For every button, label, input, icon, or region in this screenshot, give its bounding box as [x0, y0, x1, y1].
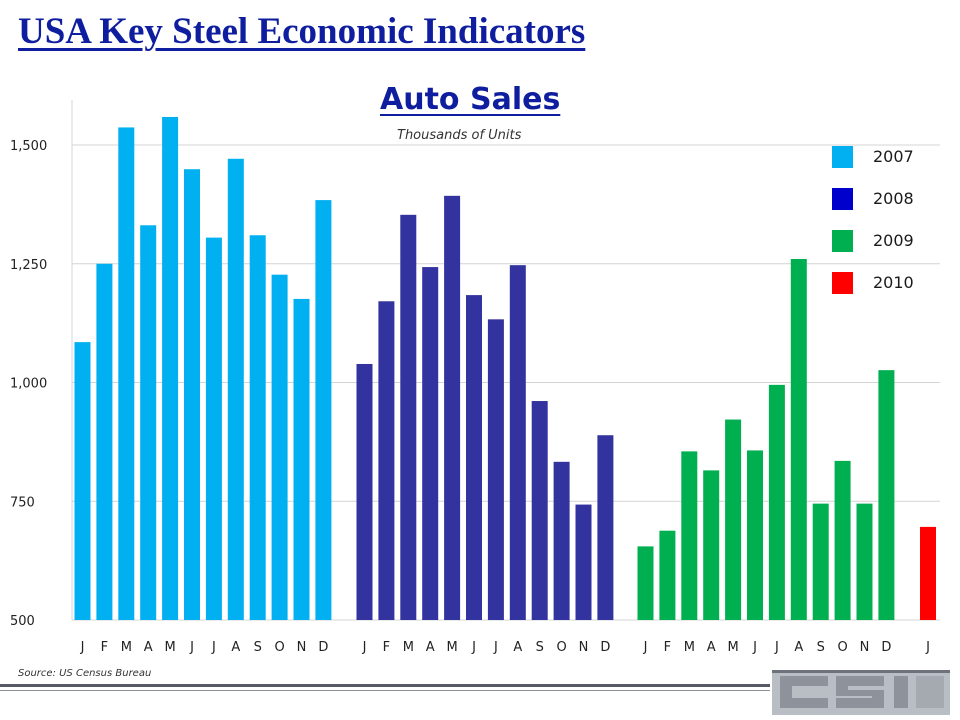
- bar-2008-4: [422, 267, 439, 620]
- bar-2007-10: [271, 274, 288, 620]
- footer-rule: [0, 684, 770, 687]
- x-tick-label: A: [231, 640, 240, 655]
- x-tick-label: J: [211, 640, 216, 655]
- x-tick-label: M: [403, 640, 414, 655]
- x-tick-label: O: [556, 640, 566, 655]
- bar-2008-7: [487, 319, 504, 620]
- x-tick-label: M: [446, 640, 457, 655]
- x-tick-label: M: [684, 640, 695, 655]
- legend-swatch-2009: [832, 230, 853, 252]
- x-tick-label: O: [837, 640, 847, 655]
- bar-2009-12: [878, 370, 895, 620]
- bar-2009-10: [834, 460, 851, 620]
- x-tick-label: J: [774, 640, 779, 655]
- x-tick-label: F: [664, 640, 671, 655]
- bar-2009-7: [768, 384, 785, 620]
- bar-2007-9: [249, 235, 266, 620]
- bar-2007-12: [315, 200, 332, 620]
- x-tick-label: J: [80, 640, 85, 655]
- x-tick-label: S: [254, 640, 262, 655]
- bar-2009-4: [703, 470, 720, 620]
- bar-2008-12: [597, 435, 614, 620]
- y-tick-label: 1,000: [10, 377, 47, 392]
- bar-2008-2: [378, 301, 395, 620]
- bar-2007-2: [96, 263, 113, 620]
- bar-2009-6: [747, 450, 763, 620]
- x-tick-label: N: [579, 640, 589, 655]
- x-tick-label: M: [727, 640, 738, 655]
- bar-2007-3: [118, 127, 135, 621]
- x-tick-label: S: [536, 640, 544, 655]
- bar-2009-8: [790, 259, 807, 620]
- x-tick-label: J: [189, 640, 194, 655]
- x-tick-label: M: [121, 640, 132, 655]
- x-tick-label: J: [493, 640, 498, 655]
- x-tick-label: J: [471, 640, 476, 655]
- legend-label-2010: 2010: [873, 273, 914, 292]
- bar-2007-1: [74, 342, 91, 620]
- y-tick-label: 1,250: [10, 258, 47, 273]
- legend-swatch-2007: [832, 146, 853, 168]
- footer-rule-thin: [0, 690, 770, 691]
- bar-2007-7: [205, 237, 222, 620]
- x-tick-label: D: [600, 640, 610, 655]
- x-tick-label: A: [707, 640, 716, 655]
- bar-2008-10: [553, 461, 570, 620]
- x-tick-label: N: [860, 640, 870, 655]
- legend-swatch-2010: [832, 272, 853, 294]
- legend-label-2007: 2007: [873, 147, 914, 166]
- bar-2007-4: [140, 225, 157, 620]
- source-note: Source: US Census Bureau: [18, 668, 152, 679]
- bar-2009-5: [725, 419, 742, 620]
- legend-swatch-2008: [832, 188, 853, 210]
- x-tick-label: J: [925, 640, 930, 655]
- legend-label-2009: 2009: [873, 231, 914, 250]
- bar-2009-2: [659, 530, 676, 620]
- x-tick-label: A: [794, 640, 803, 655]
- legend-label-2008: 2008: [873, 189, 914, 208]
- bar-2008-5: [444, 195, 461, 620]
- x-tick-label: F: [383, 640, 390, 655]
- bar-2008-3: [400, 214, 417, 620]
- x-tick-label: J: [362, 640, 367, 655]
- x-tick-label: A: [426, 640, 435, 655]
- x-tick-label: F: [101, 640, 108, 655]
- y-tick-label: 750: [10, 495, 35, 510]
- bar-2008-9: [531, 401, 548, 620]
- bar-2009-3: [681, 451, 698, 620]
- bar-2007-11: [293, 298, 310, 620]
- page-title: USA Key Steel Economic Indicators: [18, 11, 586, 52]
- x-tick-label: J: [752, 640, 757, 655]
- x-tick-label: O: [274, 640, 284, 655]
- bar-2009-11: [856, 503, 873, 620]
- x-tick-label: D: [881, 640, 891, 655]
- company-logo: [772, 670, 950, 715]
- bar-2009-9: [812, 503, 829, 620]
- x-tick-label: A: [144, 640, 153, 655]
- x-tick-label: M: [164, 640, 175, 655]
- bar-2009-1: [637, 546, 654, 620]
- chart-subtitle: Thousands of Units: [397, 128, 522, 143]
- bar-2010-1: [920, 526, 936, 620]
- x-tick-label: J: [643, 640, 648, 655]
- bar-2007-6: [184, 169, 200, 620]
- y-tick-label: 500: [10, 614, 35, 629]
- bar-2008-11: [575, 504, 592, 620]
- x-tick-label: A: [513, 640, 522, 655]
- y-tick-label: 1,500: [10, 139, 47, 154]
- bar-2007-5: [162, 116, 179, 620]
- chart-title: Auto Sales: [380, 82, 561, 117]
- x-tick-label: D: [318, 640, 328, 655]
- bar-2008-1: [356, 363, 373, 620]
- x-tick-label: S: [817, 640, 825, 655]
- bar-2008-6: [466, 295, 482, 620]
- x-tick-label: N: [297, 640, 307, 655]
- bar-2007-8: [227, 158, 244, 620]
- bar-2008-8: [509, 265, 526, 620]
